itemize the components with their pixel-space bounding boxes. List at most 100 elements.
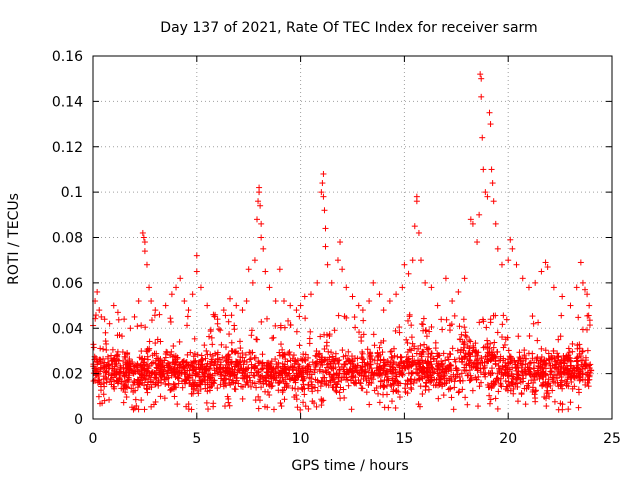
data-point [137, 374, 144, 381]
data-point [279, 374, 286, 381]
data-point [492, 360, 499, 367]
data-point [563, 366, 570, 373]
data-point [483, 358, 490, 365]
data-point [148, 317, 155, 324]
data-point [373, 370, 380, 377]
data-point [423, 333, 430, 340]
data-point [467, 377, 474, 384]
data-point [211, 380, 218, 387]
data-point [220, 383, 227, 390]
data-point [406, 346, 413, 353]
data-point [559, 293, 566, 300]
data-point [320, 397, 327, 404]
data-point [457, 349, 464, 356]
data-point [427, 370, 434, 377]
data-point [174, 401, 181, 408]
data-point [582, 363, 589, 370]
data-point [340, 353, 347, 360]
data-point [151, 312, 158, 319]
data-point [494, 405, 501, 412]
data-point [209, 341, 216, 348]
data-point [237, 338, 244, 345]
data-point [318, 402, 325, 409]
data-point [308, 385, 315, 392]
data-point [197, 386, 204, 393]
data-point [574, 354, 581, 361]
data-point [276, 266, 283, 273]
data-point [422, 279, 429, 286]
data-point [106, 320, 113, 327]
data-point [349, 369, 356, 376]
data-point [369, 356, 376, 363]
data-point [272, 356, 279, 363]
data-point [275, 363, 282, 370]
data-point [341, 313, 348, 320]
data-point [269, 335, 276, 342]
data-point [260, 380, 267, 387]
data-point [138, 348, 145, 355]
data-point [105, 371, 112, 378]
data-point [218, 341, 225, 348]
data-point [289, 385, 296, 392]
data-point [394, 378, 401, 385]
data-point [468, 375, 475, 382]
data-point [360, 317, 367, 324]
data-point [489, 180, 496, 187]
data-point [301, 356, 308, 363]
data-point [337, 395, 344, 402]
data-point [298, 384, 305, 391]
x-axis-ticks: 0 5 10 15 20 25 [89, 56, 621, 447]
data-point [573, 284, 580, 291]
data-point [519, 368, 526, 375]
data-point [309, 359, 316, 366]
data-point [327, 379, 334, 386]
data-point [362, 362, 369, 369]
data-point [292, 376, 299, 383]
data-point [175, 375, 182, 382]
data-point [449, 298, 456, 305]
data-point [567, 399, 574, 406]
data-point [558, 363, 565, 370]
data-point [511, 357, 518, 364]
data-point [299, 386, 306, 393]
data-point [419, 391, 426, 398]
data-point [403, 336, 410, 343]
data-point [461, 324, 468, 331]
data-points [90, 71, 595, 413]
data-point [567, 357, 574, 364]
data-point [494, 370, 501, 377]
data-point [121, 316, 128, 323]
data-point [463, 333, 470, 340]
data-point [295, 365, 302, 372]
data-point [167, 318, 174, 325]
data-point [404, 390, 411, 397]
data-point [428, 350, 435, 357]
data-point [258, 384, 265, 391]
data-point [139, 379, 146, 386]
data-point [112, 371, 119, 378]
data-point [492, 395, 499, 402]
data-point [144, 367, 151, 374]
data-point [243, 358, 250, 365]
data-point [206, 384, 213, 391]
data-point [278, 341, 285, 348]
data-point [432, 382, 439, 389]
data-point [197, 358, 204, 365]
data-point [316, 368, 323, 375]
data-point [504, 334, 511, 341]
data-point [202, 355, 209, 362]
data-point [421, 367, 428, 374]
data-point [188, 362, 195, 369]
data-point [402, 380, 409, 387]
data-point [325, 348, 332, 355]
data-point [181, 363, 188, 370]
data-point [456, 373, 463, 380]
data-point [314, 279, 321, 286]
data-point [323, 378, 330, 385]
data-point [505, 378, 512, 385]
data-point [278, 403, 285, 410]
data-point [401, 362, 408, 369]
data-point [247, 349, 254, 356]
data-point [497, 380, 504, 387]
